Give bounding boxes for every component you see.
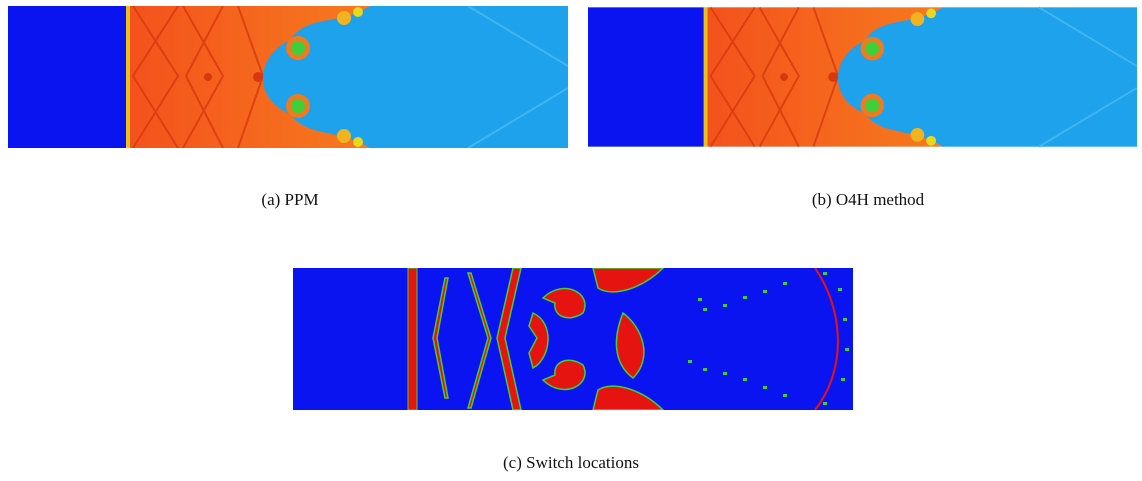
caption-b: (b) O4H method: [812, 190, 924, 210]
switch-image: [293, 268, 853, 410]
page: (a) PPM (b) O4H method (c) Switch locati…: [0, 0, 1142, 481]
caption-a: (a) PPM: [261, 190, 318, 210]
ppm-image: [8, 6, 568, 148]
caption-c: (c) Switch locations: [503, 453, 639, 473]
o4h-image: [588, 6, 1137, 148]
